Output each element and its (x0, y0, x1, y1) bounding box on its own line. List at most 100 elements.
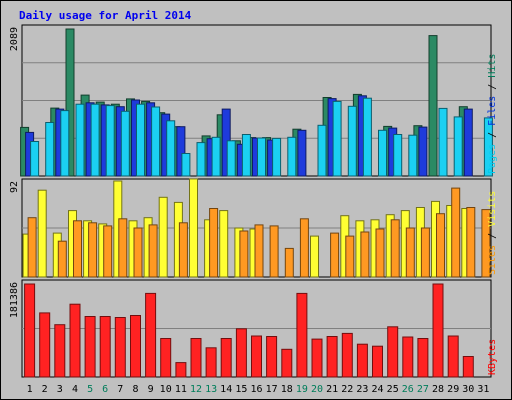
panel-visits-sites-series-label-2: Visits (487, 191, 498, 227)
bar-sites-day-30 (466, 207, 476, 278)
bar-pages-day-7 (120, 110, 130, 177)
bar-pages-day-26 (408, 134, 418, 177)
x-tick-label-day-13: 13 (205, 384, 217, 395)
bar-kbytes-day-21 (326, 336, 338, 378)
bar-sites-day-3 (57, 240, 67, 278)
bar-kbytes-day-13 (205, 347, 217, 378)
bar-sites-day-22 (345, 235, 355, 278)
bar-sites-day-15 (239, 230, 249, 278)
x-tick-label-day-6: 6 (102, 384, 108, 395)
bar-kbytes-day-24 (372, 345, 383, 378)
x-tick-label-day-18: 18 (281, 384, 293, 395)
bar-kbytes-day-12 (190, 338, 202, 378)
bar-pages-day-22 (347, 105, 357, 177)
bar-pages-day-6 (105, 105, 115, 177)
bar-pages-day-4 (75, 103, 85, 177)
bar-pages-day-5 (90, 103, 100, 177)
bar-kbytes-day-8 (130, 315, 141, 378)
bar-files-day-30 (463, 108, 473, 177)
bar-sites-day-27 (420, 227, 430, 278)
x-tick-label-day-1: 1 (27, 384, 33, 395)
panel-hits-files-pages: 2089 Pages / Files / Hits (9, 24, 498, 177)
x-tick-label-day-3: 3 (57, 384, 63, 395)
x-tick-label-day-11: 11 (175, 384, 187, 395)
bar-sites-day-29 (451, 187, 461, 278)
bar-sites-day-19 (299, 218, 309, 278)
panel-hits-files-pages-series-label-3: / (487, 78, 498, 96)
bar-kbytes-day-10 (160, 338, 172, 378)
x-tick-label-day-27: 27 (417, 384, 429, 395)
bar-sites-day-13 (209, 208, 219, 278)
bar-sites-day-28 (436, 213, 445, 278)
bar-files-day-19 (297, 129, 307, 177)
x-tick-label-day-26: 26 (402, 384, 414, 395)
x-tick-label-day-4: 4 (72, 384, 78, 395)
bar-kbytes-day-16 (251, 335, 262, 378)
x-tick-label-day-7: 7 (117, 384, 123, 395)
bar-sites-day-6 (103, 225, 113, 278)
bar-sites-day-18 (284, 247, 294, 278)
bar-sites-day-1 (27, 217, 37, 278)
x-tick-label-day-20: 20 (311, 384, 323, 395)
x-tick-label-day-8: 8 (132, 384, 138, 395)
x-tick-label-day-29: 29 (447, 384, 459, 395)
bar-sites-day-25 (390, 219, 400, 278)
bar-kbytes-day-30 (462, 356, 474, 378)
bar-pages-day-20 (317, 124, 327, 177)
panel-kbytes-series-labels: KBytes (487, 339, 498, 375)
x-tick-label-day-30: 30 (462, 384, 474, 395)
bar-sites-day-11 (178, 222, 188, 278)
bar-pages-day-29 (453, 116, 463, 177)
bar-pages-day-1 (30, 141, 40, 177)
x-tick-label-day-21: 21 (326, 384, 338, 395)
panel-hits-files-pages-series-label-2: Files (487, 96, 498, 126)
x-tick-label-day-14: 14 (220, 384, 232, 395)
x-tick-label-day-25: 25 (387, 384, 399, 395)
bar-kbytes-day-22 (341, 332, 353, 378)
bar-kbytes-day-14 (220, 338, 232, 378)
panel-hits-files-pages-max-label: 2089 (9, 27, 20, 51)
bar-kbytes-day-6 (99, 316, 111, 378)
bar-kbytes-day-19 (296, 292, 308, 378)
x-tick-label-day-16: 16 (250, 384, 262, 395)
panel-visits-sites: 92 Sites / Visits (9, 178, 498, 278)
panel-kbytes-series-label-0: KBytes (487, 339, 498, 375)
x-tick-label-day-31: 31 (477, 384, 489, 395)
bar-sites-day-4 (73, 220, 82, 278)
x-tick-label-day-19: 19 (296, 384, 308, 395)
bar-pages-day-24 (378, 129, 387, 177)
x-tick-label-day-15: 15 (235, 384, 247, 395)
bar-pages-day-15 (241, 134, 251, 177)
bar-kbytes-day-26 (402, 336, 414, 378)
bar-hits-day-4 (65, 28, 75, 177)
bar-kbytes-day-29 (447, 335, 459, 378)
bar-sites-day-7 (118, 218, 128, 278)
bar-visits-day-12 (189, 178, 198, 278)
bar-sites-day-16 (254, 224, 264, 278)
panel-hits-files-pages-series-label-0: Pages (487, 144, 498, 174)
x-tick-label-day-22: 22 (341, 384, 353, 395)
bar-kbytes-day-17 (266, 336, 278, 378)
bar-files-day-27 (418, 126, 428, 177)
bar-sites-day-8 (133, 227, 143, 278)
bar-kbytes-day-3 (54, 324, 66, 378)
bar-pages-day-31 (483, 117, 493, 177)
bar-kbytes-day-2 (39, 312, 51, 378)
bar-kbytes-day-5 (84, 316, 96, 378)
bar-kbytes-day-4 (69, 303, 81, 378)
bar-sites-day-9 (148, 224, 158, 278)
panel-hits-files-pages-series-label-4: Hits (487, 54, 498, 78)
bar-kbytes-day-23 (356, 343, 368, 378)
bar-kbytes-day-20 (311, 338, 323, 378)
bar-kbytes-day-11 (175, 362, 187, 378)
bar-pages-day-18 (287, 136, 297, 177)
bar-kbytes-day-9 (145, 292, 157, 378)
panel-hits-files-pages-series-labels: Pages / Files / Hits (487, 54, 498, 174)
bar-kbytes-day-15 (235, 328, 247, 378)
bar-pages-day-17 (272, 137, 282, 177)
bar-hits-day-28 (428, 35, 438, 177)
panel-hits-files-pages-series-label-1: / (487, 126, 498, 144)
x-tick-label-day-9: 9 (148, 384, 154, 395)
bar-kbytes-day-25 (387, 326, 399, 378)
